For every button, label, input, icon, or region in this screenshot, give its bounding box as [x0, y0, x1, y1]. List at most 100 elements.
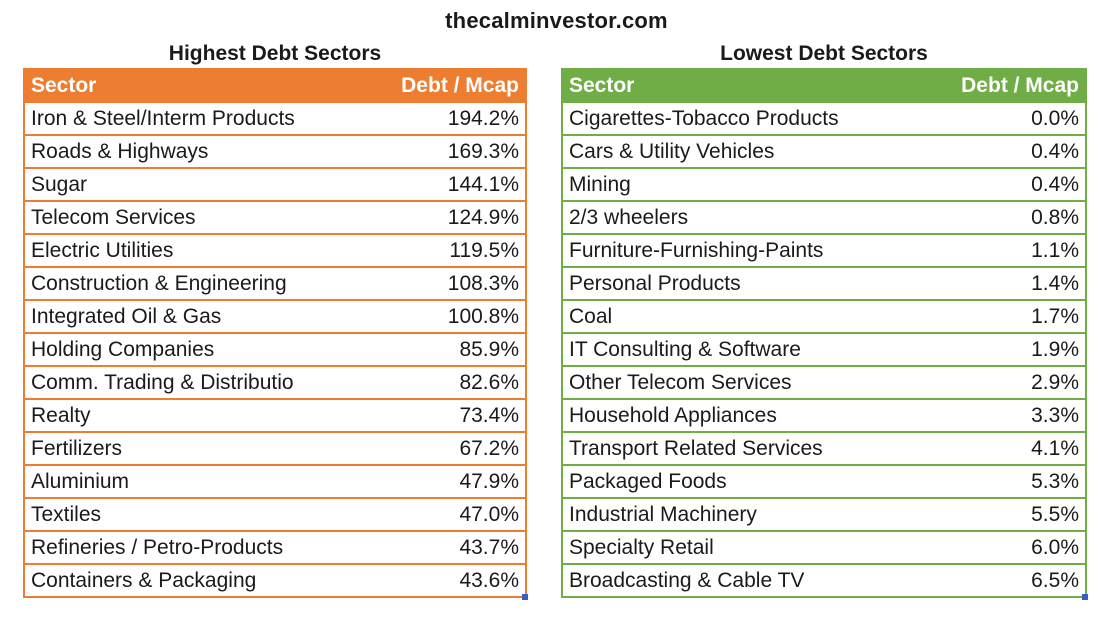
- debt-mcap-cell: 5.5%: [949, 497, 1086, 531]
- debt-mcap-cell: 82.6%: [385, 365, 526, 399]
- table-row: Other Telecom Services 2.9%: [562, 365, 1086, 399]
- debt-mcap-cell: 144.1%: [385, 167, 526, 201]
- table-row: Household Appliances 3.3%: [562, 398, 1086, 432]
- table-row: Electric Utilities 119.5%: [24, 233, 526, 267]
- sector-cell: Cigarettes-Tobacco Products: [562, 101, 950, 135]
- debt-mcap-cell: 1.7%: [949, 299, 1086, 333]
- sector-cell: Roads & Highways: [24, 134, 386, 168]
- table-row: Iron & Steel/Interm Products 194.2%: [24, 101, 526, 135]
- debt-mcap-cell: 194.2%: [385, 101, 526, 135]
- table-row: Packaged Foods 5.3%: [562, 464, 1086, 498]
- lowest-debt-table: Sector Debt / Mcap Cigarettes-Tobacco Pr…: [561, 68, 1087, 598]
- table-row: 2/3 wheelers 0.8%: [562, 200, 1086, 234]
- sector-cell: Construction & Engineering: [24, 266, 386, 300]
- table-header-row: Sector Debt / Mcap: [24, 69, 526, 102]
- table-row: Cigarettes-Tobacco Products 0.0%: [562, 101, 1086, 135]
- debt-mcap-cell: 0.0%: [949, 101, 1086, 135]
- table-row: Holding Companies 85.9%: [24, 332, 526, 366]
- sector-cell: Containers & Packaging: [24, 563, 386, 597]
- sector-cell: Furniture-Furnishing-Paints: [562, 233, 950, 267]
- table-row: Fertilizers 67.2%: [24, 431, 526, 465]
- selection-handle-icon: [522, 594, 528, 600]
- highest-debt-table: Sector Debt / Mcap Iron & Steel/Interm P…: [23, 68, 527, 598]
- table-row: Mining 0.4%: [562, 167, 1086, 201]
- sector-cell: Transport Related Services: [562, 431, 950, 465]
- debt-mcap-cell: 43.6%: [385, 563, 526, 597]
- debt-mcap-cell: 1.9%: [949, 332, 1086, 366]
- table-row: Specialty Retail 6.0%: [562, 530, 1086, 564]
- selection-handle-icon: [1082, 594, 1088, 600]
- sector-cell: Comm. Trading & Distributio: [24, 365, 386, 399]
- sector-cell: Fertilizers: [24, 431, 386, 465]
- debt-mcap-cell: 3.3%: [949, 398, 1086, 432]
- debt-mcap-cell: 6.0%: [949, 530, 1086, 564]
- table-row: Realty 73.4%: [24, 398, 526, 432]
- debt-mcap-column-header: Debt / Mcap: [949, 69, 1086, 102]
- sector-cell: IT Consulting & Software: [562, 332, 950, 366]
- table-row: Industrial Machinery 5.5%: [562, 497, 1086, 531]
- sector-cell: Electric Utilities: [24, 233, 386, 267]
- table-row: Personal Products 1.4%: [562, 266, 1086, 300]
- highest-debt-heading: Highest Debt Sectors: [168, 42, 382, 65]
- lowest-debt-panel: Lowest Debt Sectors Sector Debt / Mcap C…: [561, 40, 1088, 600]
- sector-column-header: Sector: [24, 69, 386, 102]
- debt-mcap-cell: 108.3%: [385, 266, 526, 300]
- sector-column-header: Sector: [562, 69, 950, 102]
- debt-mcap-cell: 47.9%: [385, 464, 526, 498]
- debt-mcap-cell: 4.1%: [949, 431, 1086, 465]
- debt-mcap-cell: 73.4%: [385, 398, 526, 432]
- sector-cell: Integrated Oil & Gas: [24, 299, 386, 333]
- sector-cell: Sugar: [24, 167, 386, 201]
- sector-cell: Textiles: [24, 497, 386, 531]
- table-row: Broadcasting & Cable TV 6.5%: [562, 563, 1086, 597]
- sector-cell: Personal Products: [562, 266, 950, 300]
- sector-cell: Aluminium: [24, 464, 386, 498]
- table-row: Construction & Engineering 108.3%: [24, 266, 526, 300]
- debt-mcap-cell: 2.9%: [949, 365, 1086, 399]
- table-row: Furniture-Furnishing-Paints 1.1%: [562, 233, 1086, 267]
- debt-mcap-cell: 0.4%: [949, 167, 1086, 201]
- sector-cell: Industrial Machinery: [562, 497, 950, 531]
- sector-cell: Household Appliances: [562, 398, 950, 432]
- debt-mcap-cell: 119.5%: [385, 233, 526, 267]
- table-row: Coal 1.7%: [562, 299, 1086, 333]
- table-row: Aluminium 47.9%: [24, 464, 526, 498]
- table-header-row: Sector Debt / Mcap: [562, 69, 1086, 102]
- debt-mcap-cell: 43.7%: [385, 530, 526, 564]
- debt-mcap-cell: 100.8%: [385, 299, 526, 333]
- sector-cell: Refineries / Petro-Products: [24, 530, 386, 564]
- table-row: Transport Related Services 4.1%: [562, 431, 1086, 465]
- table-row: Textiles 47.0%: [24, 497, 526, 531]
- sector-cell: 2/3 wheelers: [562, 200, 950, 234]
- table-row: Integrated Oil & Gas 100.8%: [24, 299, 526, 333]
- lowest-debt-heading: Lowest Debt Sectors: [720, 42, 928, 65]
- sector-cell: Cars & Utility Vehicles: [562, 134, 950, 168]
- debt-mcap-cell: 47.0%: [385, 497, 526, 531]
- sector-cell: Mining: [562, 167, 950, 201]
- sector-cell: Realty: [24, 398, 386, 432]
- table-row: Telecom Services 124.9%: [24, 200, 526, 234]
- debt-mcap-cell: 6.5%: [949, 563, 1086, 597]
- sector-cell: Broadcasting & Cable TV: [562, 563, 950, 597]
- lowest-debt-rows: Cigarettes-Tobacco Products 0.0% Cars & Ut…: [562, 101, 1086, 597]
- table-row: Containers & Packaging 43.6%: [24, 563, 526, 597]
- debt-mcap-cell: 5.3%: [949, 464, 1086, 498]
- sector-cell: Other Telecom Services: [562, 365, 950, 399]
- table-row: Sugar 144.1%: [24, 167, 526, 201]
- debt-mcap-cell: 1.1%: [949, 233, 1086, 267]
- table-row: Cars & Utility Vehicles 0.4%: [562, 134, 1086, 168]
- sector-cell: Packaged Foods: [562, 464, 950, 498]
- sector-cell: Holding Companies: [24, 332, 386, 366]
- debt-mcap-cell: 0.4%: [949, 134, 1086, 168]
- debt-mcap-cell: 124.9%: [385, 200, 526, 234]
- site-title: thecalminvestor.com: [445, 8, 668, 33]
- table-row: Refineries / Petro-Products 43.7%: [24, 530, 526, 564]
- table-row: IT Consulting & Software 1.9%: [562, 332, 1086, 366]
- sector-cell: Specialty Retail: [562, 530, 950, 564]
- debt-mcap-column-header: Debt / Mcap: [385, 69, 526, 102]
- table-row: Comm. Trading & Distributio 82.6%: [24, 365, 526, 399]
- debt-mcap-cell: 85.9%: [385, 332, 526, 366]
- highest-debt-panel: Highest Debt Sectors Sector Debt / Mcap …: [23, 40, 528, 600]
- table-row: Roads & Highways 169.3%: [24, 134, 526, 168]
- debt-mcap-cell: 67.2%: [385, 431, 526, 465]
